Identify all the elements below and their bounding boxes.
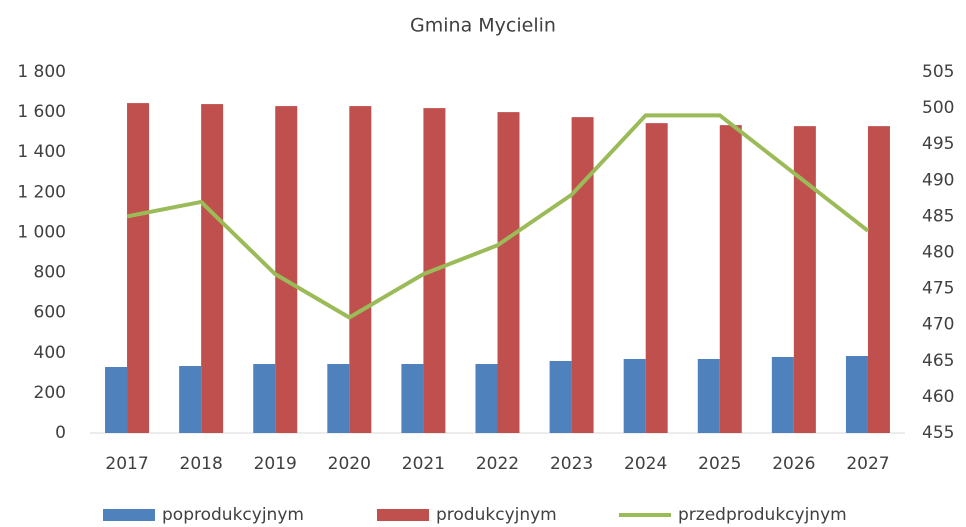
y2-tick-label: 485 [922, 206, 954, 226]
x-tick-label: 2021 [402, 454, 445, 474]
y2-tick-label: 475 [922, 279, 954, 299]
y-tick-label: 1 400 [17, 142, 66, 162]
x-tick-label: 2027 [846, 454, 889, 474]
bar [275, 106, 298, 433]
x-tick-label: 2022 [476, 454, 519, 474]
bar [497, 112, 520, 433]
x-tick-label: 2026 [772, 454, 815, 474]
legend-swatch [103, 509, 155, 521]
bar [793, 126, 816, 434]
y-tick-label: 400 [34, 343, 66, 363]
x-tick-label: 2020 [328, 454, 371, 474]
bar [771, 356, 794, 433]
bar [105, 367, 128, 433]
y2-tick-label: 495 [922, 134, 954, 154]
y2-tick-label: 480 [922, 243, 954, 263]
y2-tick-label: 500 [922, 98, 954, 118]
y2-tick-label: 505 [922, 62, 954, 82]
legend-label: poprodukcyjnym [162, 505, 304, 525]
bar [349, 106, 372, 433]
y-tick-label: 1 200 [17, 182, 66, 202]
bar [845, 355, 868, 433]
y-tick-label: 0 [55, 423, 66, 443]
bar [645, 123, 668, 434]
y-tick-label: 1 600 [17, 102, 66, 122]
legend-label: produkcyjnym [436, 505, 557, 525]
line [126, 113, 870, 320]
y2-tick-label: 490 [922, 170, 954, 190]
legend-swatch [377, 509, 429, 521]
bar [697, 358, 720, 433]
y2-tick-label: 455 [922, 423, 954, 443]
y2-tick-label: 460 [922, 387, 954, 407]
y-tick-label: 600 [34, 303, 66, 323]
x-tick-label: 2024 [624, 454, 667, 474]
bar [127, 103, 150, 433]
x-tick-label: 2018 [180, 454, 223, 474]
y-tick-label: 1 000 [17, 222, 66, 242]
bar [401, 364, 424, 433]
bar [201, 104, 224, 433]
bar [549, 361, 572, 433]
x-tick-label: 2017 [105, 454, 148, 474]
y-tick-label: 200 [34, 383, 66, 403]
y-tick-label: 800 [34, 263, 66, 283]
bar [179, 366, 202, 433]
bar [253, 364, 276, 433]
y2-tick-label: 470 [922, 315, 954, 335]
x-tick-label: 2019 [254, 454, 297, 474]
y2-tick-label: 465 [922, 351, 954, 371]
x-tick-label: 2025 [698, 454, 741, 474]
bar [327, 364, 350, 433]
bar [571, 117, 594, 433]
bar [475, 364, 498, 433]
chart-title: Gmina Mycielin [410, 15, 556, 37]
bar [867, 126, 890, 434]
y-tick-label: 1 800 [17, 62, 66, 82]
bar [719, 125, 742, 434]
bar [623, 358, 646, 433]
x-tick-label: 2023 [550, 454, 593, 474]
legend-label: przedprodukcyjnym [678, 505, 847, 525]
